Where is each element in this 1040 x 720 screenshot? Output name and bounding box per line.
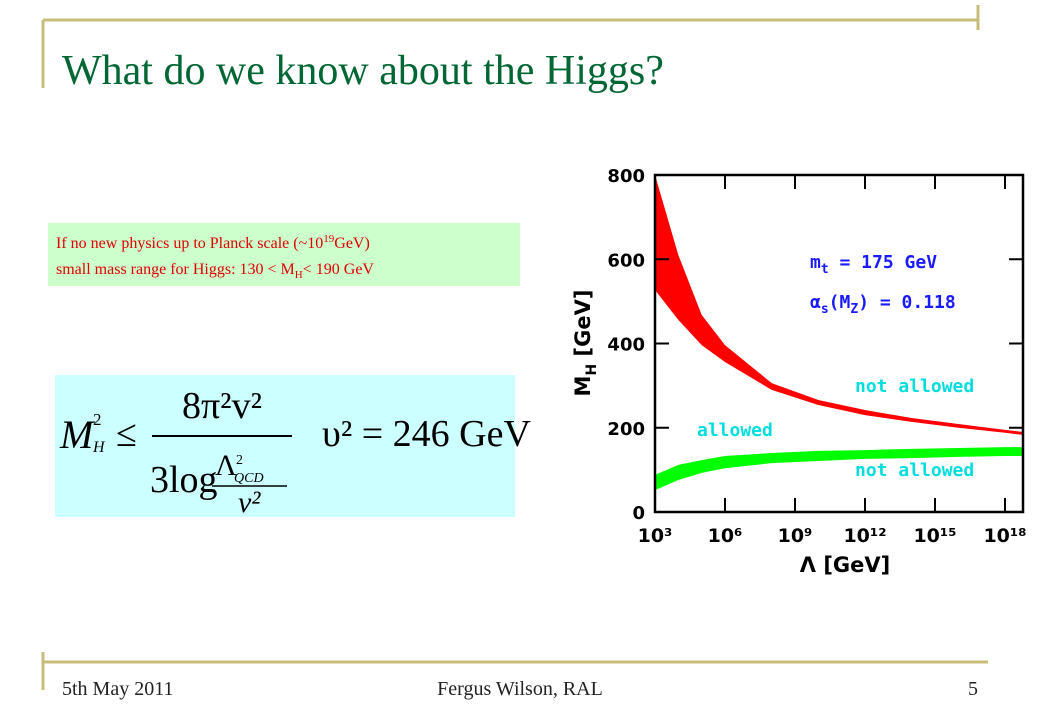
sub: Z [850,302,858,317]
title: What do we know about the Higgs? [62,48,664,94]
band [655,175,1023,435]
formula-text: Λ [215,449,237,482]
sub: t [821,262,829,277]
text: not allowed [855,460,974,481]
text: α [810,292,821,313]
formula-text: v² [238,486,261,519]
x-tick-label: 10¹⁵ [913,525,956,547]
footer-page: 5 [968,678,978,700]
text: If no new physics up to Planck scale (~1… [56,235,323,252]
chart: 0 200 400 600 800 10³ 10⁶ 10⁹ 10¹² 10¹⁵ 10¹⁸ Λ [GeV… [571,166,1027,577]
y-tick-label: 600 [607,250,645,271]
footer-date: 5th May 2011 [62,678,173,700]
note-line: If no new physics up to Planck scale (~1… [56,233,370,252]
annotation: αs(MZ) = 0.118 [810,292,956,317]
formula: M 2 H ≤ 8π²v² 3log Λ 2 QCD v² υ² = 246 G… [59,385,531,519]
text: ) = 0.118 [858,292,956,313]
formula-text: 8π²v² [182,385,262,427]
annotation: not allowed [855,376,974,397]
x-tick-label: 10⁹ [778,525,813,547]
x-tick-label: 10¹⁸ [983,525,1026,547]
formula-text: H [92,439,106,456]
note-box [48,223,520,286]
x-axis-title: Λ [GeV] [800,553,891,577]
formula-text: 3log [150,459,218,501]
text: m [810,252,821,273]
x-tick-label: 10³ [638,525,673,547]
formula-text: 2 [93,410,102,429]
text: GeV) [334,235,370,252]
text: small mass range for Higgs: 130 < M [56,261,295,278]
formula-text: υ² = 246 GeV [322,413,531,455]
y-tick-label: 400 [607,335,645,356]
formula-text: ≤ [116,413,137,455]
annotation: not allowed [855,460,974,481]
x-tick-label: 10¹² [843,525,886,547]
text: = 175 GeV [829,252,938,273]
text: allowed [697,420,773,441]
sup: 19 [323,233,335,245]
note-line: small mass range for Higgs: 130 < MH< 19… [56,261,374,281]
footer-author: Fergus Wilson, RAL [437,678,603,700]
formula-text: QCD [234,471,264,486]
sub: H [295,269,303,281]
annotation: allowed [697,420,773,441]
decor [41,5,988,690]
formula-text: M [59,412,96,457]
y-axis-title: MH [GeV] [571,290,600,397]
text: < 190 GeV [303,261,375,278]
sub: s [821,302,829,317]
annotation: mt = 175 GeV [810,252,937,277]
x-tick-label: 10⁶ [708,525,743,547]
text: not allowed [855,376,974,397]
y-tick-label: 200 [607,419,645,440]
formula-text: 2 [236,453,243,468]
text: M [571,376,595,397]
y-tick-label: 0 [632,503,645,524]
sub: H [584,364,600,376]
text: [GeV] [571,290,595,364]
y-tick-label: 800 [607,166,645,187]
formula-box [55,375,515,517]
band [655,447,1023,491]
text: (M [829,292,851,313]
